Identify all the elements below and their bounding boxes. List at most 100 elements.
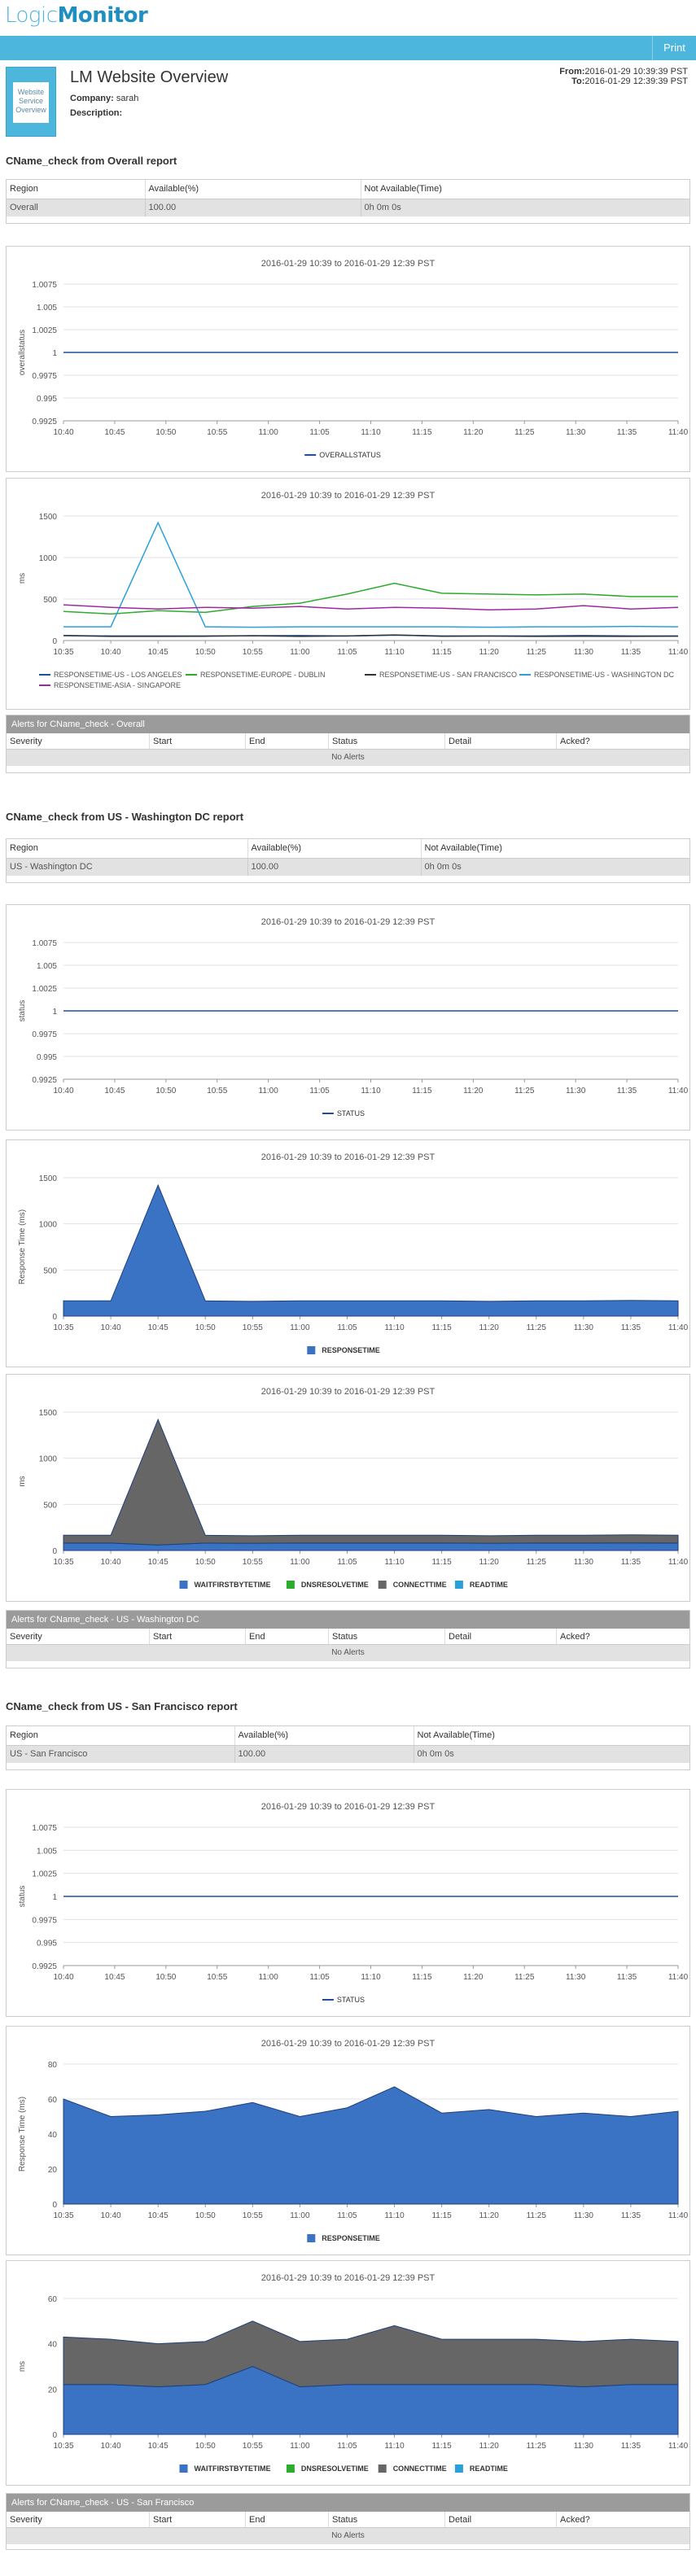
y-tick-label: 1.0075 [32, 1824, 57, 1833]
legend-label[interactable]: WAITFIRSTBYTETIME [195, 1581, 271, 1589]
x-tick-label: 10:45 [148, 2442, 169, 2451]
series-area-responsetime [63, 1183, 679, 1317]
print-button[interactable]: Print [652, 36, 696, 60]
x-tick-label: 10:45 [148, 2211, 169, 2220]
x-tick-label: 10:55 [243, 2442, 263, 2451]
x-tick-label: 11:35 [621, 1323, 641, 1332]
y-tick-label: 500 [43, 596, 57, 605]
chart-overall-responsetime: 2016-01-29 10:39 to 2016-01-29 12:39 PST… [6, 478, 690, 710]
x-tick-label: 10:50 [195, 648, 216, 657]
y-tick-label: 500 [43, 1501, 57, 1510]
toolbar: Print [0, 36, 696, 60]
legend-swatch [307, 2234, 316, 2242]
col-available: Available(%) [145, 180, 361, 199]
y-axis-label: status [18, 1000, 27, 1022]
x-tick-label: 11:40 [668, 1973, 689, 1982]
x-tick-label: 10:45 [104, 428, 125, 437]
legend-swatch [378, 2464, 387, 2473]
x-tick-label: 10:35 [53, 2211, 73, 2220]
x-tick-label: 11:40 [668, 1087, 689, 1096]
x-tick-label: 10:50 [195, 1323, 216, 1332]
y-tick-label: 1 [52, 1008, 57, 1017]
x-tick-label: 10:55 [243, 2211, 263, 2220]
x-tick-label: 11:30 [574, 1558, 594, 1567]
y-tick-label: 1500 [39, 513, 58, 522]
legend-label[interactable]: RESPONSETIME [322, 2234, 380, 2242]
x-tick-label: 11:35 [617, 1087, 637, 1096]
chart-san-francisco-responsetime: 2016-01-29 10:39 to 2016-01-29 12:39 PST… [6, 2026, 690, 2255]
legend-label[interactable]: CONNECTTIME [393, 2464, 447, 2473]
alerts-title: Alerts for CName_check - Overall [7, 715, 689, 733]
legend-label[interactable]: RESPONSETIME-US - SAN FRANCISCO [379, 671, 517, 679]
x-tick-label: 11:25 [514, 1973, 535, 1982]
x-tick-label: 11:20 [479, 1558, 500, 1567]
y-tick-label: 1 [52, 1893, 57, 1902]
x-tick-label: 11:00 [259, 428, 279, 437]
x-tick-label: 11:25 [514, 1087, 535, 1096]
y-tick-label: 0.995 [37, 1053, 57, 1062]
y-tick-label: 0.9975 [32, 372, 57, 381]
x-tick-label: 11:00 [259, 1973, 279, 1982]
alerts-header-row: Severity Start End Status Detail Acked? [7, 2512, 689, 2528]
series-line-responsetime-asia-singapore [63, 604, 679, 611]
x-tick-label: 10:55 [243, 648, 263, 657]
x-tick-label: 11:30 [574, 2442, 594, 2451]
chart-title: 2016-01-29 10:39 to 2016-01-29 12:39 PST [261, 917, 436, 927]
logicmonitor-logo[interactable]: LogicMonitor [5, 3, 148, 28]
series-line-responsetime-us-washington-dc [63, 521, 679, 628]
legend-label[interactable]: STATUS [337, 1109, 365, 1117]
legend-label[interactable]: RESPONSETIME-US - WASHINGTON DC [534, 671, 675, 679]
alerts-header-row: Severity Start End Status Detail Acked? [7, 1629, 689, 1645]
x-tick-label: 11:00 [259, 1087, 279, 1096]
alerts-title: Alerts for CName_check - US - Washington… [7, 1611, 689, 1629]
legend-label[interactable]: WAITFIRSTBYTETIME [195, 2464, 271, 2473]
x-tick-label: 11:05 [337, 2442, 357, 2451]
legend-label[interactable]: RESPONSETIME-ASIA - SINGAPORE [54, 681, 181, 689]
section-title-san-francisco: CName_check from US - San Francisco repo… [6, 1700, 238, 1712]
chart-washington-dc-status: 2016-01-29 10:39 to 2016-01-29 12:39 PST… [6, 904, 690, 1131]
from-date: 2016-01-29 10:39:39 PST [584, 67, 688, 77]
series-area-responsetime [63, 2086, 679, 2205]
legend-swatch [307, 1346, 316, 1354]
x-tick-label: 10:40 [53, 428, 73, 437]
legend-label[interactable]: CONNECTTIME [393, 1581, 447, 1589]
legend-label[interactable]: RESPONSETIME [322, 1346, 380, 1354]
col-region: Region [7, 180, 146, 199]
company-value: sarah [116, 94, 139, 103]
x-tick-label: 11:40 [668, 1558, 689, 1567]
legend-label[interactable]: RESPONSETIME-EUROPE - DUBLIN [200, 671, 326, 679]
table-header-row: Region Available(%) Not Available(Time) [7, 180, 689, 199]
alerts-washington-dc: Alerts for CName_check - US - Washington… [6, 1610, 690, 1668]
availability-table-overall: Region Available(%) Not Available(Time) … [6, 179, 690, 224]
y-tick-label: 20 [48, 2166, 58, 2175]
x-tick-label: 10:45 [148, 1558, 169, 1567]
legend-label[interactable]: READTIME [470, 1581, 508, 1589]
no-alerts-row: No Alerts [7, 2528, 689, 2544]
legend-label[interactable]: READTIME [470, 2464, 508, 2473]
x-tick-label: 11:30 [574, 1323, 594, 1332]
x-tick-label: 11:05 [309, 1973, 330, 1982]
x-tick-label: 11:35 [621, 2211, 641, 2220]
y-tick-label: 60 [48, 2096, 58, 2105]
legend-label[interactable]: OVERALLSTATUS [319, 451, 381, 459]
x-tick-label: 11:20 [479, 2442, 500, 2451]
series-area-connecttime [63, 1418, 679, 1546]
y-tick-label: 1000 [39, 554, 58, 563]
x-tick-label: 11:35 [621, 648, 641, 657]
report-thumbnail: Website Service Overview [6, 67, 56, 137]
x-tick-label: 11:10 [384, 648, 405, 657]
x-tick-label: 10:55 [207, 428, 227, 437]
x-tick-label: 11:40 [668, 1323, 689, 1332]
x-tick-label: 11:35 [617, 1973, 637, 1982]
chart-title: 2016-01-29 10:39 to 2016-01-29 12:39 PST [261, 1802, 436, 1812]
legend-label[interactable]: RESPONSETIME-US - LOS ANGELES [54, 671, 182, 679]
x-tick-label: 10:40 [101, 2211, 121, 2220]
legend-label[interactable]: STATUS [337, 1996, 365, 2004]
legend-label[interactable]: DNSRESOLVETIME [301, 2464, 369, 2473]
y-tick-label: 0 [52, 637, 57, 646]
legend-label[interactable]: DNSRESOLVETIME [301, 1581, 369, 1589]
x-tick-label: 11:20 [463, 1087, 484, 1096]
y-tick-label: 60 [48, 2295, 58, 2304]
section-title-washington-dc: CName_check from US - Washington DC repo… [6, 811, 244, 823]
x-tick-label: 11:30 [574, 648, 594, 657]
